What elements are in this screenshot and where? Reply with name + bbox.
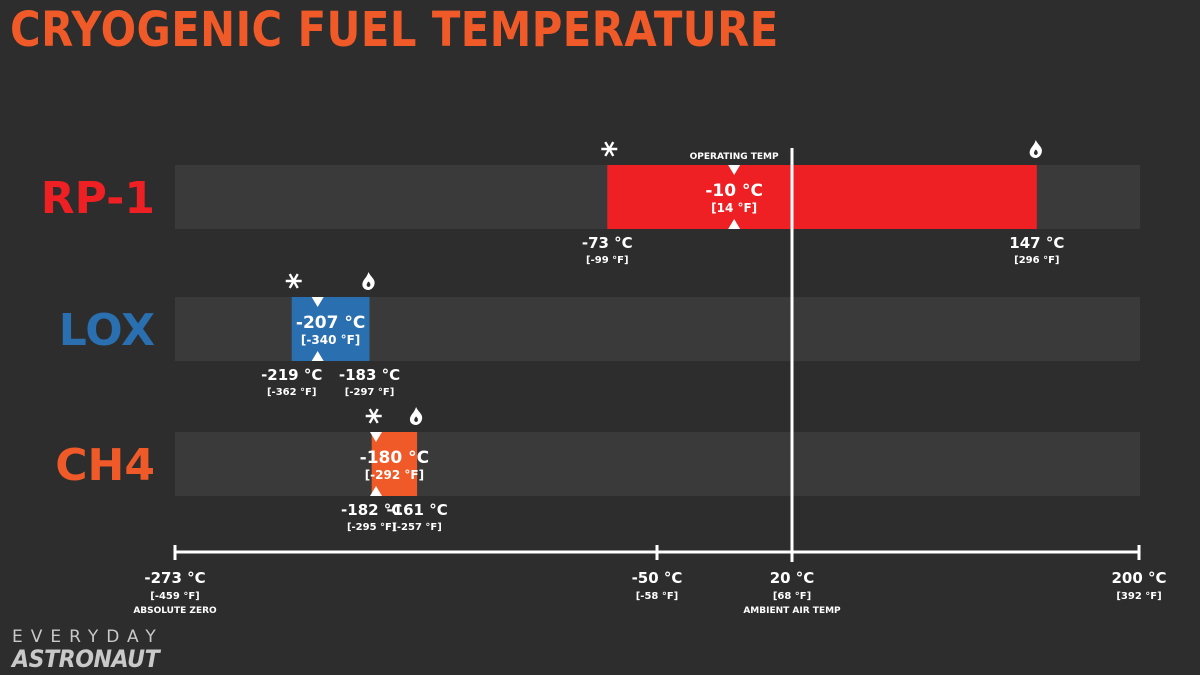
x-tick-caption-2: AMBIENT AIR TEMP — [743, 606, 841, 616]
everyday-astronaut-logo: EVERYDAY ASTRONAUT — [12, 628, 172, 672]
chart-title: CRYOGENIC FUEL TEMPERATURE — [10, 2, 779, 58]
x-tick-label-f-3: [392 °F] — [1116, 591, 1161, 602]
operating-temp-f-lox: [-340 °F] — [301, 333, 360, 347]
band-ch4 — [175, 432, 1140, 496]
max-temp-c-ch4: -161 °C — [386, 501, 447, 519]
min-temp-c-ch4: -182 °C — [341, 501, 402, 519]
x-tick-label-f-0: [-459 °F] — [150, 591, 199, 602]
operating-temp-f-ch4: [-292 °F] — [365, 468, 424, 482]
flame-icon-ch4 — [409, 407, 423, 425]
operating-temp-c-lox: -207 °C — [296, 313, 365, 333]
range-bar-ch4 — [371, 432, 418, 496]
max-temp-c-rp1: 147 °C — [1009, 234, 1064, 252]
max-temp-f-ch4: [-257 °F] — [392, 522, 441, 533]
min-temp-f-ch4: [-295 °F] — [347, 522, 396, 533]
series-label-ch4: CH4 — [55, 440, 155, 491]
snowflake-icon-ch4 — [365, 408, 382, 424]
x-tick-label-c-3: 200 °C — [1111, 569, 1166, 587]
operating-caption-rp1: OPERATING TEMP — [690, 152, 779, 162]
snowflake-icon-rp1 — [601, 141, 618, 157]
logo-bottom-text: ASTRONAUT — [12, 645, 160, 673]
x-tick-label-f-1: [-58 °F] — [636, 591, 679, 602]
x-tick-label-c-2: 20 °C — [770, 569, 815, 587]
series-label-lox: LOX — [59, 305, 155, 356]
flame-icon-lox — [362, 272, 375, 290]
x-tick-caption-0: ABSOLUTE ZERO — [133, 606, 217, 616]
operating-marker-top-lox — [311, 297, 324, 307]
min-temp-f-rp1: [-99 °F] — [586, 255, 629, 266]
operating-temp-f-rp1: [14 °F] — [711, 201, 757, 215]
operating-temp-c-ch4: -180 °C — [360, 448, 429, 468]
max-temp-f-rp1: [296 °F] — [1014, 255, 1059, 266]
x-tick-label-c-1: -50 °C — [632, 569, 683, 587]
operating-marker-bottom-ch4 — [370, 486, 383, 496]
operating-marker-top-ch4 — [370, 432, 383, 442]
max-temp-f-lox: [-297 °F] — [345, 387, 394, 398]
range-bar-rp1 — [607, 165, 1037, 229]
operating-temp-c-rp1: -10 °C — [705, 181, 763, 201]
operating-marker-bottom-lox — [311, 351, 324, 361]
x-tick-label-c-0: -273 °C — [144, 569, 205, 587]
min-temp-f-lox: [-362 °F] — [267, 387, 316, 398]
max-temp-c-lox: -183 °C — [339, 366, 400, 384]
logo-top-text: EVERYDAY — [12, 627, 164, 647]
snowflake-icon-lox — [285, 273, 302, 289]
x-tick-label-f-2: [68 °F] — [773, 591, 811, 602]
min-temp-c-lox: -219 °C — [261, 366, 322, 384]
range-bar-lox — [291, 297, 370, 361]
operating-marker-bottom-rp1 — [728, 219, 741, 229]
flame-icon-rp1 — [1029, 140, 1042, 158]
min-temp-c-rp1: -73 °C — [582, 234, 633, 252]
operating-marker-top-rp1 — [728, 165, 741, 175]
series-label-rp1: RP-1 — [41, 173, 155, 224]
